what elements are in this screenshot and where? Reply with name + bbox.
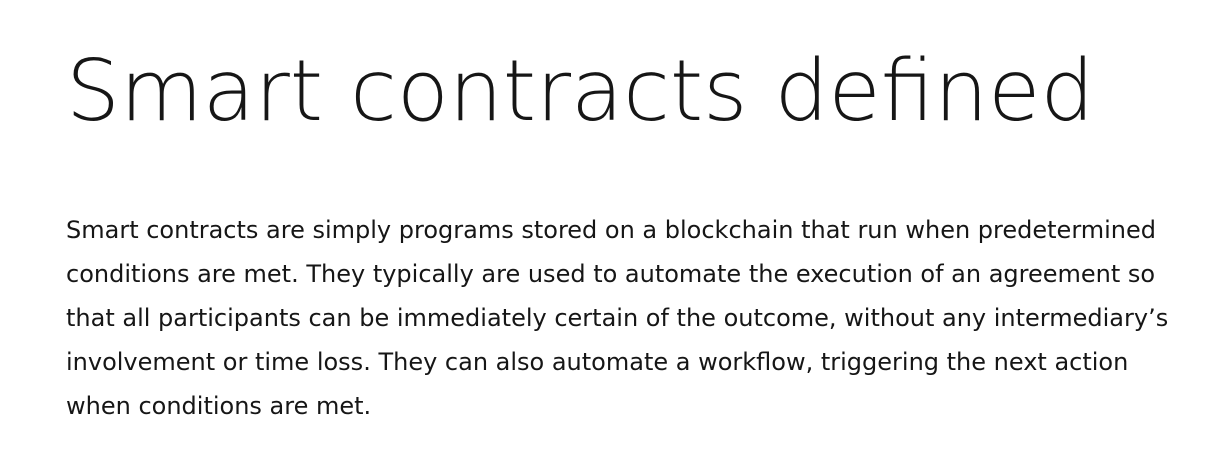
article-section: Smart contracts defined Smart contracts … (66, 40, 1186, 428)
page-title: Smart contracts defined (66, 42, 1095, 141)
definition-paragraph: Smart contracts are simply programs stor… (66, 216, 1169, 420)
